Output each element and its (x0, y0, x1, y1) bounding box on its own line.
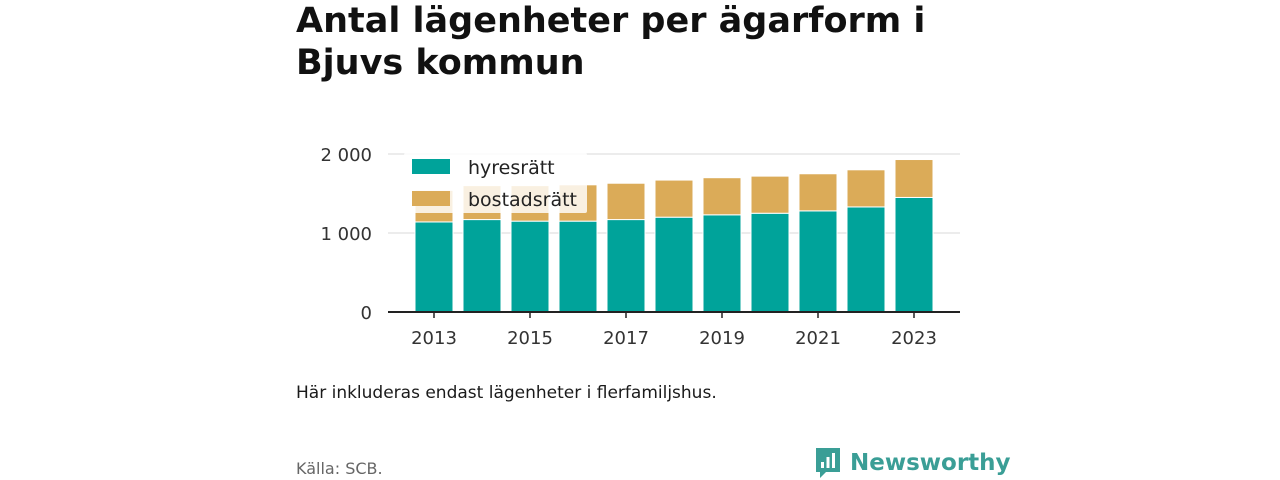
bar-hyresratt-2019 (702, 214, 742, 313)
chart-note: Här inkluderas endast lägenheter i flerf… (296, 383, 717, 403)
legend-label-bostadsratt: bostadsrätt (468, 189, 577, 211)
chart-title: Antal lägenheter per ägarform i Bjuvs ko… (296, 1, 926, 83)
bar-hyresratt-2021 (798, 210, 838, 313)
x-tick-label: 2021 (795, 328, 841, 349)
bar-hyresratt-2020 (750, 212, 790, 313)
bar-bostadsratt-2022 (846, 169, 886, 208)
x-tick-label: 2019 (699, 328, 745, 349)
bar-bostadsratt-2023 (894, 159, 934, 198)
x-tick-label: 2013 (411, 328, 457, 349)
bar-hyresratt-2016 (558, 220, 598, 313)
bar-hyresratt-2015 (510, 220, 550, 313)
bar-bostadsratt-2020 (750, 175, 790, 214)
y-tick-label: 1 000 (320, 224, 372, 245)
bar-hyresratt-2018 (654, 216, 694, 313)
x-tick-label: 2017 (603, 328, 649, 349)
bar-hyresratt-2013 (414, 221, 454, 313)
bar-bostadsratt-2019 (702, 177, 742, 216)
source-text: Källa: SCB. (296, 459, 383, 478)
bar-bostadsratt-2021 (798, 173, 838, 212)
bar-hyresratt-2023 (894, 196, 934, 313)
bar-hyresratt-2017 (606, 219, 646, 313)
bar-bostadsratt-2018 (654, 179, 694, 218)
y-tick-label: 0 (361, 303, 372, 324)
newsworthy-logo[interactable]: Newsworthy (814, 446, 1011, 480)
bar-hyresratt-2014 (462, 219, 502, 313)
y-tick-label: 2 000 (320, 145, 372, 166)
legend-swatch-bostadsratt (412, 191, 450, 206)
legend-swatch-hyresratt (412, 159, 450, 174)
bar-hyresratt-2022 (846, 206, 886, 313)
x-tick-label: 2015 (507, 328, 553, 349)
x-tick-label: 2023 (891, 328, 937, 349)
newsworthy-icon (816, 448, 840, 478)
bar-bostadsratt-2017 (606, 182, 646, 221)
brand-name: Newsworthy (850, 450, 1011, 476)
legend-label-hyresratt: hyresrätt (468, 157, 555, 179)
